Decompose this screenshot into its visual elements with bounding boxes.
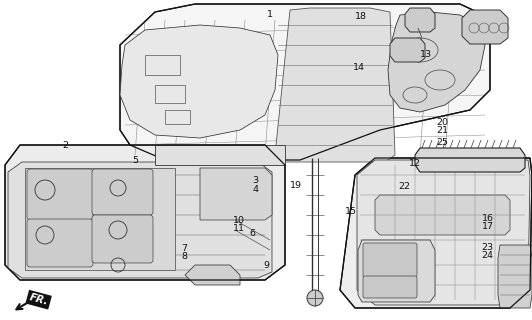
FancyBboxPatch shape — [92, 215, 153, 263]
Bar — [155, 85, 185, 103]
Text: FR.: FR. — [28, 292, 49, 307]
FancyBboxPatch shape — [92, 169, 153, 215]
Text: 4: 4 — [253, 185, 259, 194]
Text: 14: 14 — [353, 63, 365, 72]
Text: 11: 11 — [233, 224, 245, 233]
Polygon shape — [498, 245, 532, 308]
Polygon shape — [462, 10, 508, 44]
Text: 19: 19 — [290, 181, 302, 190]
Text: 21: 21 — [436, 126, 448, 135]
FancyBboxPatch shape — [363, 243, 417, 277]
Polygon shape — [358, 240, 435, 302]
Bar — [145, 55, 180, 75]
Text: 9: 9 — [264, 261, 270, 270]
Text: 2: 2 — [63, 141, 69, 150]
Polygon shape — [5, 145, 285, 280]
Polygon shape — [185, 265, 240, 285]
Polygon shape — [25, 168, 175, 270]
Text: 1: 1 — [267, 10, 273, 19]
Text: 22: 22 — [398, 182, 410, 191]
Polygon shape — [388, 12, 485, 112]
Text: 3: 3 — [253, 176, 259, 185]
Text: 5: 5 — [132, 156, 138, 164]
Polygon shape — [120, 4, 490, 160]
FancyBboxPatch shape — [27, 219, 93, 267]
Text: 12: 12 — [409, 159, 421, 168]
Text: 6: 6 — [249, 229, 255, 238]
Polygon shape — [200, 168, 272, 220]
Text: 10: 10 — [233, 216, 245, 225]
Text: 16: 16 — [481, 214, 494, 223]
Polygon shape — [390, 38, 425, 62]
Circle shape — [307, 290, 323, 306]
Text: 25: 25 — [436, 138, 448, 147]
Polygon shape — [8, 162, 272, 278]
Polygon shape — [375, 195, 510, 235]
Text: 7: 7 — [181, 244, 187, 253]
Text: 13: 13 — [420, 50, 433, 59]
Text: 20: 20 — [436, 118, 448, 127]
Polygon shape — [357, 160, 530, 305]
Polygon shape — [415, 148, 525, 172]
Text: 15: 15 — [345, 207, 357, 216]
Polygon shape — [275, 8, 395, 162]
FancyBboxPatch shape — [363, 276, 417, 298]
Text: 17: 17 — [481, 222, 494, 231]
Text: 23: 23 — [481, 243, 494, 252]
Bar — [165, 110, 190, 124]
Text: FR.: FR. — [28, 292, 49, 307]
Text: 24: 24 — [481, 251, 494, 260]
Polygon shape — [340, 158, 532, 308]
FancyBboxPatch shape — [27, 169, 93, 220]
Text: 18: 18 — [355, 12, 368, 20]
Text: 8: 8 — [181, 252, 187, 261]
Polygon shape — [405, 8, 435, 32]
Polygon shape — [155, 145, 285, 165]
Polygon shape — [120, 25, 278, 138]
